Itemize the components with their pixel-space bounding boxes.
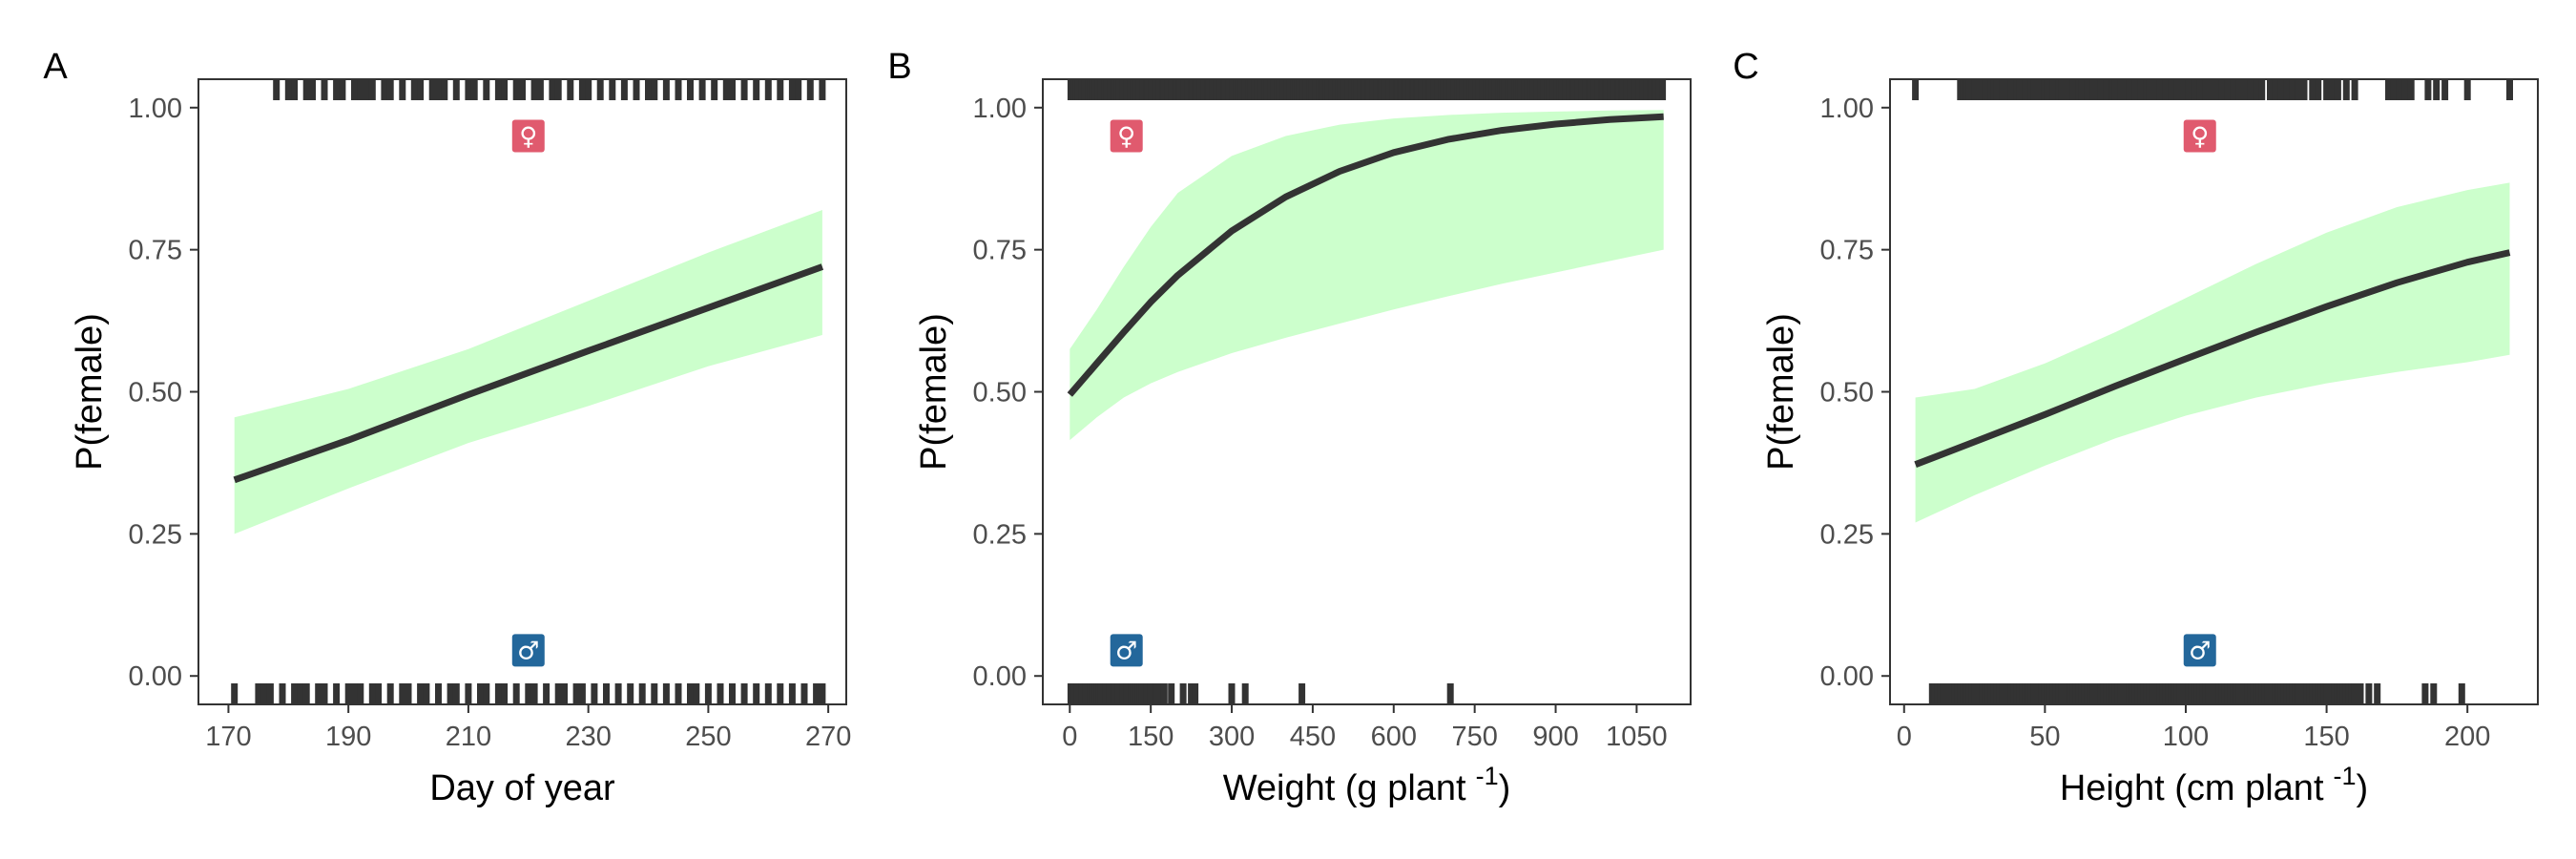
male-symbol: ♂ <box>517 637 539 665</box>
x-tick-label: 100 <box>2163 722 2209 752</box>
x-tick-label: 300 <box>1209 722 1255 752</box>
panel-letter: B <box>887 47 911 87</box>
x-axis-title-end: ) <box>2357 768 2369 808</box>
x-tick-label: 170 <box>205 722 251 752</box>
x-tick-label: 200 <box>2444 722 2490 752</box>
x-axis-title-main: Height (cm plant <box>2060 768 2324 808</box>
female-symbol: ♀ <box>519 123 537 152</box>
female-badge <box>511 119 545 153</box>
male-symbol: ♂ <box>2189 637 2211 665</box>
y-tick-label: 0.75 <box>129 236 182 266</box>
rug-marks <box>1067 79 1667 704</box>
y-tick-label: 0.25 <box>129 519 182 550</box>
x-axis-title: Height (cm plant -1) <box>2060 762 2368 808</box>
x-tick-label: 190 <box>325 722 371 752</box>
x-axis-title: Weight (g plant -1) <box>1223 762 1511 808</box>
fitted-line <box>1067 113 1664 397</box>
x-tick-label: 0 <box>1897 722 1912 752</box>
y-tick-label: 1.00 <box>1820 94 1874 124</box>
x-tick-label: 750 <box>1451 722 1497 752</box>
x-tick-label: 900 <box>1532 722 1578 752</box>
y-axis-title: P(female) <box>914 313 954 471</box>
panel-a: A ♀ ♂ 0.00 0.25 0.50 0.75 1.00 170 190 210 230 250 27… <box>43 47 851 808</box>
fitted-line <box>1914 249 2511 468</box>
y-tick-label: 0.50 <box>1820 378 1874 409</box>
confidence-ribbon <box>1915 182 2510 523</box>
panel-letter: A <box>43 47 68 87</box>
y-tick-label: 0.25 <box>973 519 1027 550</box>
confidence-ribbon <box>1070 110 1664 441</box>
y-tick-label: 0.75 <box>973 236 1027 266</box>
x-tick-label: 1050 <box>1606 722 1668 752</box>
x-axis-title-main: Weight (g plant <box>1223 768 1466 808</box>
panel-letter: C <box>1733 47 1758 87</box>
x-tick-label: 0 <box>1062 722 1077 752</box>
panel-b: B ♀ ♂ 0.00 0.25 0.50 0.75 1.00 0 150 300 450 600 750 9… <box>887 47 1692 808</box>
x-tick-label: 600 <box>1371 722 1417 752</box>
female-symbol: ♀ <box>2191 123 2209 152</box>
female-badge <box>2183 119 2216 153</box>
x-tick-label: 450 <box>1290 722 1336 752</box>
y-tick-label: 0.50 <box>129 378 182 409</box>
x-tick-label: 50 <box>2029 722 2060 752</box>
y-tick-label: 0.00 <box>973 661 1027 692</box>
x-axis-title-main: Day of year <box>429 768 615 808</box>
female-badge <box>1110 119 1143 153</box>
rug-marks <box>231 79 826 704</box>
x-tick-label: 210 <box>446 722 491 752</box>
x-tick-label: 150 <box>1128 722 1174 752</box>
male-badge <box>511 634 545 667</box>
male-badge <box>1110 634 1143 667</box>
female-symbol: ♀ <box>1117 123 1135 152</box>
male-badge <box>2183 634 2216 667</box>
panel-c: C ♀ ♂ 0.00 0.25 0.50 0.75 1.00 0 50 100 150 200 Heigh… <box>1733 47 2539 808</box>
y-tick-label: 1.00 <box>129 94 182 124</box>
y-tick-label: 1.00 <box>973 94 1027 124</box>
y-axis-title: P(female) <box>1761 313 1801 471</box>
x-axis-title: Day of year <box>429 768 615 808</box>
x-tick-label: 270 <box>805 722 851 752</box>
rug-marks <box>1912 79 2513 704</box>
x-axis-title-superscript: -1 <box>2334 762 2357 790</box>
y-tick-label: 0.00 <box>129 661 182 692</box>
y-tick-label: 0.00 <box>1820 661 1874 692</box>
x-axis-title-superscript: -1 <box>1476 762 1499 790</box>
y-tick-label: 0.75 <box>1820 236 1874 266</box>
fitted-line <box>233 263 824 484</box>
male-symbol: ♂ <box>1115 637 1137 665</box>
x-axis-title-end: ) <box>1499 768 1511 808</box>
y-tick-label: 0.25 <box>1820 519 1874 550</box>
y-tick-label: 0.50 <box>973 378 1027 409</box>
x-tick-label: 230 <box>565 722 611 752</box>
x-tick-label: 250 <box>685 722 731 752</box>
x-tick-label: 150 <box>2303 722 2349 752</box>
y-axis-title: P(female) <box>70 313 110 471</box>
